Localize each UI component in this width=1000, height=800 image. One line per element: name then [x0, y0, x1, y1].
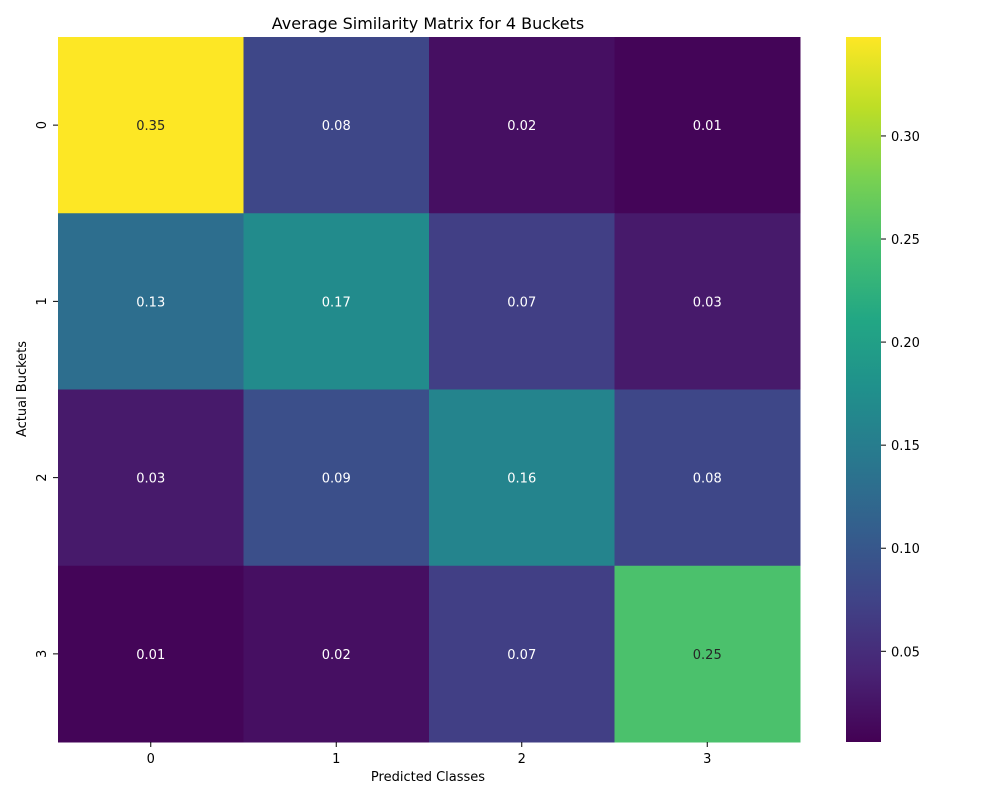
y-tick-label: 2	[35, 473, 50, 481]
heatmap-cell-1-2	[429, 213, 615, 390]
cell-value-label-0-0: 0.35	[136, 119, 165, 134]
cell-value-label-2-0: 0.03	[136, 472, 165, 487]
colorbar-ticks: 0.05 0.10 0.15 0.20 0.25 0.30	[881, 130, 920, 660]
x-tick-label: 1	[332, 752, 340, 767]
cell-value-label-3-2: 0.07	[507, 648, 536, 663]
heatmap-cell-2-2	[429, 389, 615, 567]
cell-value-label-1-2: 0.07	[507, 295, 536, 310]
colorbar-tick-label: 0.20	[891, 336, 920, 351]
heatmap-cell-0-0	[58, 37, 244, 214]
x-tick-label: 0	[147, 752, 155, 767]
colorbar-tick-label: 0.30	[891, 130, 920, 145]
heatmap-cell-1-1	[243, 213, 430, 390]
y-tick-label: 0	[35, 121, 50, 129]
colorbar-tick-label: 0.15	[891, 439, 920, 454]
heatmap-cell-3-3	[614, 565, 801, 743]
x-axis-ticks: 0 1 2 3	[147, 742, 711, 767]
cell-value-label-0-2: 0.02	[507, 119, 536, 134]
y-axis-ticks: 0 1 2 3	[35, 121, 58, 658]
y-axis-label: Actual Buckets	[15, 341, 30, 437]
heatmap-cell-2-0	[58, 389, 244, 567]
heatmap-cell-0-3	[614, 37, 801, 214]
cell-value-label-1-1: 0.17	[322, 295, 351, 310]
cell-value-label-3-3: 0.25	[693, 648, 722, 663]
cell-value-label-1-3: 0.03	[693, 295, 722, 310]
heatmap-cell-1-3	[614, 213, 801, 390]
heatmap-cells: 0.35 0.08 0.02 0.01 0.13 0.17 0.07 0.03 0.03 0.09…	[58, 37, 801, 743]
cell-value-label-0-1: 0.08	[322, 119, 351, 134]
cell-value-label-3-0: 0.01	[136, 648, 165, 663]
x-axis-label: Predicted Classes	[371, 770, 485, 785]
heatmap-cell-0-2	[429, 37, 615, 214]
heatmap-cell-3-0	[58, 565, 244, 743]
y-tick-label: 3	[35, 650, 50, 658]
x-tick-label: 3	[703, 752, 711, 767]
heatmap-cell-2-3	[614, 389, 801, 567]
heatmap-cell-3-1	[243, 565, 430, 743]
heatmap-cell-3-2	[429, 565, 615, 743]
x-tick-label: 2	[518, 752, 526, 767]
cell-value-label-2-3: 0.08	[693, 472, 722, 487]
cell-value-label-2-1: 0.09	[322, 472, 351, 487]
y-tick-label: 1	[35, 297, 50, 305]
cell-value-label-3-1: 0.02	[322, 648, 351, 663]
chart-title: Average Similarity Matrix for 4 Buckets	[272, 14, 584, 33]
cell-value-label-1-0: 0.13	[136, 295, 165, 310]
colorbar-tick-label: 0.10	[891, 542, 920, 557]
colorbar-tick-label: 0.25	[891, 233, 920, 248]
colorbar-tick-label: 0.05	[891, 645, 920, 660]
colorbar	[846, 37, 881, 742]
heatmap-cell-0-1	[243, 37, 430, 214]
heatmap-cell-1-0	[58, 213, 244, 390]
cell-value-label-2-2: 0.16	[507, 472, 536, 487]
cell-value-label-0-3: 0.01	[693, 119, 722, 134]
heatmap-cell-2-1	[243, 389, 430, 567]
